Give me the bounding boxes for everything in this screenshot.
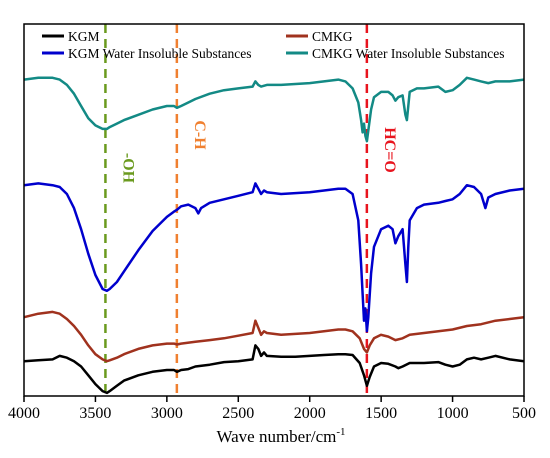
x-axis-title-superscript: -1 xyxy=(336,426,345,438)
x-tick-label-3500: 3500 xyxy=(79,405,111,422)
plot-frame xyxy=(23,23,525,397)
series-line-kgm xyxy=(23,344,525,395)
x-tick-label-1000: 1000 xyxy=(437,405,469,422)
series-line-kgm-water-insoluble-substances xyxy=(23,182,525,333)
series-line-cmkg-water-insoluble-substances xyxy=(23,76,525,143)
annotation-oh: -OH xyxy=(119,153,136,184)
x-tick-label-500: 500 xyxy=(512,405,536,422)
x-tick-label-3000: 3000 xyxy=(151,405,183,422)
annotation-hc-o: HC=O xyxy=(381,127,398,173)
legend: KGM CMKG KGM Water Insoluble Substances … xyxy=(42,29,505,61)
x-tick-label-1500: 1500 xyxy=(365,405,397,422)
x-tick-label-2000: 2000 xyxy=(294,405,326,422)
x-axis-ticks: 4000 3500 3000 2500 2000 1500 1000 500 xyxy=(8,396,536,422)
series-line-cmkg xyxy=(23,310,525,363)
x-tick-label-4000: 4000 xyxy=(8,405,40,422)
legend-label-cmkg-wis: CMKG Water Insoluble Substances xyxy=(312,46,505,61)
legend-label-kgm: KGM xyxy=(68,29,100,44)
x-axis-title: Wave number/cm-1 xyxy=(216,426,345,446)
x-tick-label-2500: 2500 xyxy=(222,405,254,422)
peak-annotations: -OH C-H HC=O xyxy=(119,120,397,183)
annotation-c-h: C-H xyxy=(191,120,208,150)
legend-label-cmkg: CMKG xyxy=(312,29,353,44)
series-lines xyxy=(23,76,525,395)
legend-label-kgm-wis: KGM Water Insoluble Substances xyxy=(68,46,252,61)
